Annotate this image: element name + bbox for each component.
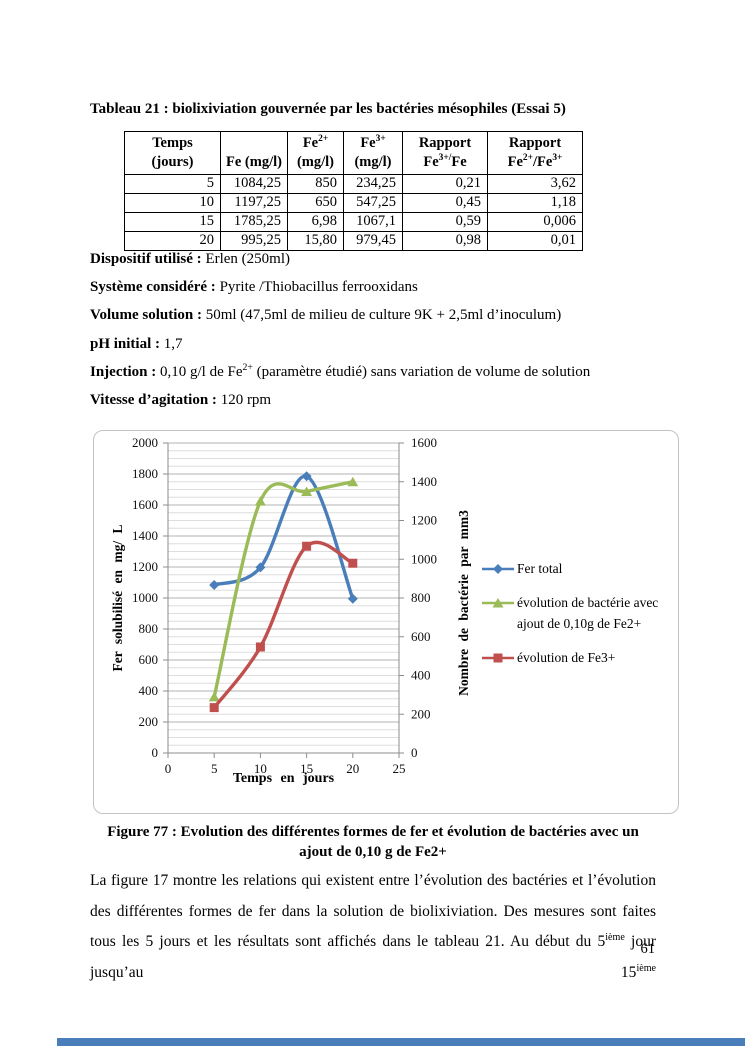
table-header-cell: Rapport Fe3+/Fe [402,131,488,175]
svg-text:400: 400 [139,683,159,698]
svg-text:600: 600 [411,629,431,644]
table-cell: 0,59 [402,211,488,232]
left-axis-title: Fer solubilisé en mg/ L [110,524,125,672]
table-cell: 10 [124,192,221,213]
svg-text:1200: 1200 [132,559,158,574]
table-cell: 6,98 [287,211,344,232]
svg-text:5: 5 [211,761,218,776]
table-cell: 850 [287,173,344,194]
svg-text:0: 0 [411,745,418,760]
spec-systeme: Système considéré : Pyrite /Thiobacillus… [90,279,418,296]
right-axis-title: Nombre de bactérie par mm3 [456,510,471,696]
legend-entry-fer-total: Fer total [482,559,674,580]
table-header-cell: Fe (mg/l) [220,131,288,175]
spec-agitation: Vitesse d’agitation : 120 rpm [90,392,272,409]
bottom-blue-bar [57,1038,745,1046]
spec-injection: Injection : 0,10 g/l de Fe2+ (paramètre … [90,361,591,380]
table-cell: 1,18 [487,192,583,213]
svg-text:10: 10 [254,761,267,776]
series-1 [208,476,359,702]
svg-text:1600: 1600 [132,497,158,512]
legend-entry-fe3: évolution de Fe3+ [482,648,674,669]
chart-legend: Fer total évolution de bactérie avec ajo… [482,559,674,682]
table-header-cell: Temps (jours) [124,131,221,175]
table-row: 5 1084,25 850 234,25 0,21 3,62 [124,173,583,194]
svg-text:200: 200 [411,706,431,721]
table-cell: 547,25 [343,192,403,213]
table-cell: 979,45 [343,230,403,251]
body-paragraph: La figure 17 montre les relations qui ex… [90,872,657,981]
svg-text:200: 200 [139,714,159,729]
svg-text:1400: 1400 [411,474,437,489]
page-number: 61 [640,941,656,957]
svg-text:1000: 1000 [411,551,437,566]
svg-text:800: 800 [411,590,431,605]
svg-text:0: 0 [152,745,159,760]
svg-text:15: 15 [300,761,313,776]
table-header-row: Temps (jours) Fe (mg/l) Fe2+ (mg/l) Fe3+ (mg/l… [124,131,583,175]
table-cell: 234,25 [343,173,403,194]
svg-text:1400: 1400 [132,528,158,543]
tick-labels: 0200400600800100012001400160018002000020… [132,435,437,776]
table-cell: 1785,25 [220,211,288,232]
spec-dispositif: Dispositif utilisé : Erlen (250ml) [90,251,290,267]
svg-text:1000: 1000 [132,590,158,605]
legend-marker-square-icon [482,653,514,663]
svg-text:1800: 1800 [132,466,158,481]
series-0 [209,471,358,604]
svg-text:400: 400 [411,668,431,683]
series-2 [209,540,358,713]
tick-marks [163,442,404,758]
svg-text:20: 20 [346,761,359,776]
svg-text:0: 0 [165,761,172,776]
table-cell: 1084,25 [220,173,288,194]
table-cell: 0,01 [487,230,583,251]
figure-caption: Figure 77 : Evolution des différentes fo… [107,824,639,860]
svg-text:800: 800 [139,621,159,636]
table-row: 10 1197,25 650 547,25 0,45 1,18 [124,192,583,213]
experiment-specs: Dispositif utilisé : Erlen (250ml) Systè… [90,245,670,414]
x-axis-title: Temps en jours [232,771,335,786]
table-header-cell: Fe2+ (mg/l) [287,131,344,175]
table-row: 15 1785,25 6,98 1067,1 0,59 0,006 [124,211,583,232]
table-cell: 5 [124,173,221,194]
table-cell: 0,45 [402,192,488,213]
legend-marker-diamond-icon [482,564,514,574]
svg-text:25: 25 [393,761,406,776]
table-cell: 650 [287,192,344,213]
legend-entry-bacteria: évolution de bactérie avec ajout de 0,10… [482,593,674,635]
table-row: 20 995,25 15,80 979,45 0,98 0,01 [124,230,583,251]
table-cell: 20 [124,230,221,251]
table-cell: 0,006 [487,211,583,232]
svg-text:1600: 1600 [411,435,437,450]
data-table: Temps (jours) Fe (mg/l) Fe2+ (mg/l) Fe3+ (mg/l… [124,131,583,251]
table-title: Tableau 21 : biolixiviation gouvernée pa… [90,101,566,117]
svg-text:1200: 1200 [411,513,437,528]
table-cell: 1197,25 [220,192,288,213]
h-gridlines [168,442,399,754]
table-cell: 0,98 [402,230,488,251]
figure-chart: 0 200 400 600 800 1000 1200 1400 1600 1800 2000 0 20… [93,430,679,814]
chart-plot-area: 0200400600800100012001400160018002000020… [132,435,437,776]
table-cell: 0,21 [402,173,488,194]
table-cell: 1067,1 [343,211,403,232]
svg-text:600: 600 [139,652,159,667]
spec-volume: Volume solution : 50ml (47,5ml de milieu… [90,307,562,324]
table-cell: 15 [124,211,221,232]
svg-text:2000: 2000 [132,435,158,450]
table-cell: 15,80 [287,230,344,251]
table-header-cell: Fe3+ (mg/l) [343,131,403,175]
spec-ph: pH initial : 1,7 [90,335,183,352]
table-cell: 3,62 [487,173,583,194]
legend-marker-triangle-icon [482,597,514,608]
table-header-cell: Rapport Fe2+/Fe3+ [487,131,583,175]
